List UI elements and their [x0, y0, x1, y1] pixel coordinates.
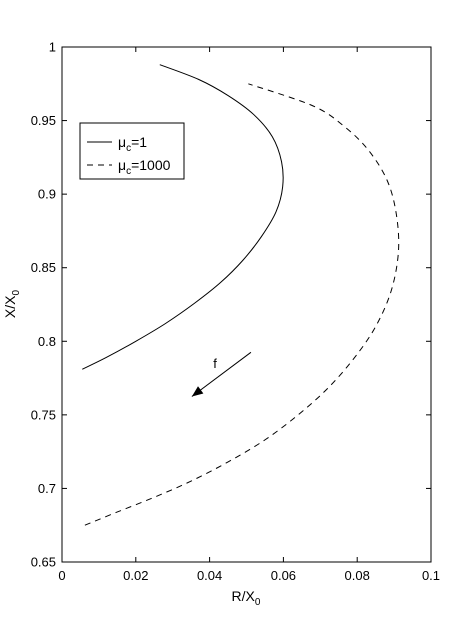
y-tick-label: 1 — [49, 40, 56, 55]
legend: μc=1 μc=1000 — [79, 122, 185, 180]
annotations: f — [191, 351, 252, 397]
series-line-mu-c-1 — [82, 64, 284, 370]
x-tick-label: 0.1 — [422, 568, 440, 583]
legend-entry-mu-c-1: μc=1 — [118, 134, 147, 154]
legend-box — [79, 122, 185, 180]
series-lines — [82, 64, 400, 526]
plot-frame — [61, 46, 432, 563]
x-tick-label: 0.06 — [271, 568, 296, 583]
x-tick-label: 0 — [58, 568, 65, 583]
y-tick-label: 0.75 — [31, 407, 56, 422]
x-tick-label: 0.08 — [345, 568, 370, 583]
series-line-mu-c-1000 — [84, 83, 400, 526]
annotation-arrow-shaft — [191, 351, 252, 397]
x-tick-label: 0.02 — [123, 568, 148, 583]
y-tick-label: 0.85 — [31, 260, 56, 275]
tick-marks — [61, 46, 432, 563]
y-tick-label: 0.8 — [38, 334, 56, 349]
y-tick-label: 0.9 — [38, 187, 56, 202]
x-axis-label: R/X0 — [232, 588, 261, 608]
legend-entry-mu-c-1000: μc=1000 — [118, 157, 171, 177]
annotation-label-f: f — [213, 356, 217, 371]
annotation-arrow-head — [191, 386, 204, 397]
tick-labels: 0 0.02 0.04 0.06 0.08 0.1 0.65 0.7 0.75 0.8 0.85 0.… — [31, 40, 440, 584]
y-axis-label: X/X0 — [2, 289, 22, 318]
y-tick-label: 0.95 — [31, 113, 56, 128]
x-tick-label: 0.04 — [197, 568, 222, 583]
y-tick-label: 0.7 — [38, 481, 56, 496]
y-tick-label: 0.65 — [31, 555, 56, 570]
